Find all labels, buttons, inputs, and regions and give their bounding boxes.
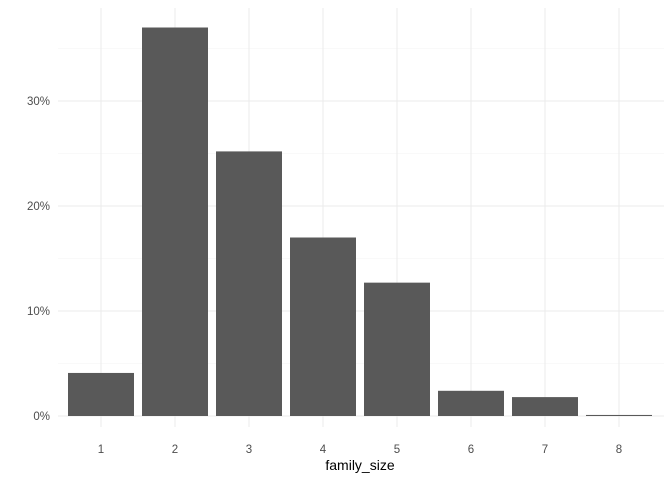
bar [438,390,504,416]
bar [68,372,134,416]
x-tick-label: 3 [246,444,252,456]
bar [586,414,652,416]
y-tick-label: 20% [27,201,50,213]
bar [512,397,578,416]
x-tick-label: 6 [468,444,474,456]
bar [142,27,208,416]
bar [290,237,356,416]
x-tick-label: 2 [172,444,178,456]
bar [364,282,430,416]
x-axis-title: family_size [325,457,394,473]
bar [216,151,282,416]
y-tick-label: 10% [27,306,50,318]
x-tick-label: 5 [394,444,400,456]
y-axis-tick-labels: 0% 10% 20% 30% [27,96,50,423]
y-tick-label: 30% [27,96,50,108]
x-tick-label: 1 [98,444,104,456]
x-tick-label: 8 [616,444,622,456]
x-axis-tick-labels: 1 2 3 4 5 6 7 8 [98,444,622,456]
y-tick-label: 0% [33,411,50,423]
x-tick-label: 7 [542,444,548,456]
bars [68,27,652,416]
x-tick-label: 4 [320,444,327,456]
